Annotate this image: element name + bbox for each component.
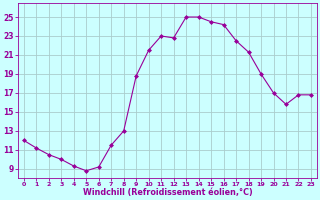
X-axis label: Windchill (Refroidissement éolien,°C): Windchill (Refroidissement éolien,°C) — [83, 188, 252, 197]
